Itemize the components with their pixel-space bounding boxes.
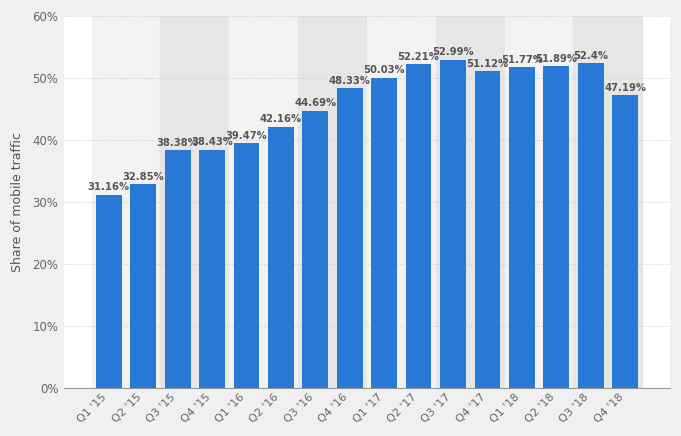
Bar: [539, 16, 573, 388]
Bar: [440, 60, 466, 388]
Bar: [96, 195, 122, 388]
Text: 38.38%: 38.38%: [157, 137, 198, 147]
Bar: [612, 95, 638, 388]
Bar: [268, 126, 294, 388]
Bar: [475, 71, 501, 388]
Text: 52.21%: 52.21%: [398, 52, 439, 62]
Bar: [371, 78, 397, 388]
Bar: [332, 16, 367, 388]
Text: 42.16%: 42.16%: [260, 114, 302, 124]
Bar: [234, 143, 259, 388]
Bar: [436, 16, 470, 388]
Y-axis label: Share of mobile traffic: Share of mobile traffic: [11, 132, 24, 272]
Bar: [302, 111, 328, 388]
Bar: [126, 16, 161, 388]
Text: 44.69%: 44.69%: [294, 99, 336, 109]
Bar: [573, 16, 608, 388]
Bar: [608, 16, 642, 388]
Bar: [505, 16, 539, 388]
Bar: [161, 16, 195, 388]
Text: 52.99%: 52.99%: [432, 47, 474, 57]
Bar: [264, 16, 298, 388]
Text: 38.43%: 38.43%: [191, 137, 233, 147]
Bar: [91, 16, 126, 388]
Bar: [367, 16, 401, 388]
Text: 51.12%: 51.12%: [466, 58, 509, 68]
Bar: [470, 16, 505, 388]
Bar: [401, 16, 436, 388]
Text: 48.33%: 48.33%: [329, 76, 370, 86]
Text: 52.4%: 52.4%: [573, 51, 608, 61]
Bar: [130, 184, 156, 388]
Bar: [229, 16, 264, 388]
Bar: [165, 150, 191, 388]
Bar: [543, 66, 569, 388]
Text: 31.16%: 31.16%: [88, 182, 130, 192]
Text: 47.19%: 47.19%: [604, 83, 646, 93]
Bar: [195, 16, 229, 388]
Text: 39.47%: 39.47%: [225, 131, 268, 141]
Text: 32.85%: 32.85%: [123, 172, 164, 182]
Bar: [298, 16, 332, 388]
Bar: [509, 67, 535, 388]
Bar: [199, 150, 225, 388]
Bar: [577, 63, 603, 388]
Bar: [337, 89, 363, 388]
Text: 51.89%: 51.89%: [535, 54, 577, 64]
Bar: [406, 65, 432, 388]
Text: 51.77%: 51.77%: [501, 54, 543, 65]
Text: 50.03%: 50.03%: [364, 65, 405, 75]
